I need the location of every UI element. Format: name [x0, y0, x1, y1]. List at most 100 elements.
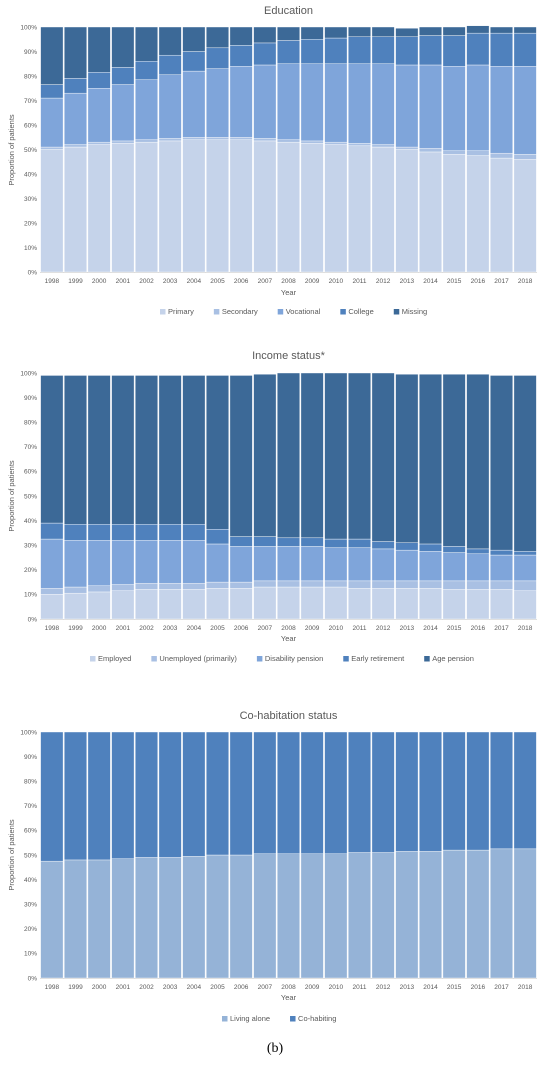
bar-early-retirement-2004 — [182, 524, 206, 541]
legend-label-disability-pension: Disability pension — [265, 654, 323, 663]
bar-primary-2003 — [158, 140, 182, 273]
bar-missing-2016 — [466, 25, 490, 34]
bar-primary-2008 — [277, 141, 300, 273]
bar-vocational-2016 — [466, 64, 490, 151]
bar-co-habiting-2008 — [277, 731, 300, 854]
bar-college-2017 — [490, 32, 513, 67]
bar-unemployed-primarily-2018 — [513, 580, 537, 591]
bar-employed-2006 — [229, 588, 253, 620]
bar-college-2001 — [111, 67, 135, 85]
bar-unemployed-primarily-2002 — [135, 583, 158, 590]
bar-co-habiting-2004 — [182, 731, 206, 857]
bar-living-alone-2002 — [135, 857, 158, 979]
legend-label-employed: Employed — [98, 654, 131, 663]
x-axis-label: Year — [281, 993, 297, 1002]
legend-swatch-unemployed-primarily — [151, 656, 157, 662]
y-tick-label: 70% — [24, 803, 37, 810]
x-tick-label: 2005 — [210, 984, 225, 991]
bar-primary-2002 — [135, 141, 158, 273]
y-tick-label: 90% — [24, 395, 37, 402]
panel-label: (b) — [266, 1041, 284, 1056]
bar-disability-pension-2003 — [158, 540, 182, 584]
bar-co-habiting-2000 — [87, 731, 111, 861]
x-tick-label: 2014 — [423, 278, 438, 285]
y-tick-label: 20% — [24, 220, 37, 227]
y-tick-label: 0% — [28, 975, 38, 982]
legend-label-primary: Primary — [168, 307, 194, 316]
bar-college-2004 — [182, 51, 206, 72]
bar-co-habiting-2014 — [419, 731, 442, 852]
x-tick-label: 2012 — [376, 278, 391, 285]
bar-secondary-2013 — [395, 146, 419, 150]
bar-missing-2015 — [442, 26, 466, 36]
y-tick-label: 90% — [24, 49, 37, 56]
x-tick-label: 2015 — [447, 625, 462, 632]
bar-vocational-2007 — [253, 64, 277, 139]
y-tick-label: 30% — [24, 543, 37, 550]
bar-unemployed-primarily-2017 — [490, 580, 513, 590]
bar-disability-pension-1998 — [40, 538, 64, 589]
legend-label-college: College — [348, 307, 373, 316]
bar-vocational-2017 — [490, 65, 513, 154]
bar-living-alone-2001 — [111, 858, 135, 979]
bar-college-2007 — [253, 42, 277, 66]
y-tick-label: 60% — [24, 828, 37, 835]
bar-primary-2014 — [419, 151, 442, 273]
bar-co-habiting-2003 — [158, 731, 182, 858]
bar-early-retirement-2006 — [229, 536, 253, 547]
bar-disability-pension-2016 — [466, 553, 490, 582]
bar-living-alone-2010 — [324, 853, 348, 979]
bar-primary-2009 — [300, 143, 324, 273]
bar-missing-2004 — [182, 26, 206, 52]
bar-early-retirement-2016 — [466, 548, 490, 555]
bar-college-2009 — [300, 39, 324, 64]
bar-vocational-1999 — [64, 92, 87, 145]
bar-unemployed-primarily-2015 — [442, 580, 466, 590]
bar-missing-2012 — [371, 26, 395, 38]
bar-employed-2002 — [135, 589, 158, 620]
x-tick-label: 2010 — [329, 278, 344, 285]
x-tick-label: 2017 — [494, 278, 509, 285]
bar-age-pension-2014 — [419, 374, 442, 545]
bar-vocational-2011 — [348, 63, 371, 144]
bar-co-habiting-1999 — [64, 731, 87, 861]
bar-vocational-2004 — [182, 70, 206, 138]
bar-disability-pension-2002 — [135, 540, 158, 584]
x-tick-label: 2012 — [376, 625, 391, 632]
bar-disability-pension-2009 — [300, 546, 324, 582]
bar-missing-2008 — [277, 26, 300, 41]
bar-age-pension-2012 — [371, 372, 395, 542]
bar-vocational-2006 — [229, 65, 253, 138]
legend-swatch-primary — [160, 309, 166, 315]
x-tick-label: 2014 — [423, 984, 438, 991]
x-tick-label: 2015 — [447, 278, 462, 285]
bar-unemployed-primarily-2009 — [300, 580, 324, 588]
bar-disability-pension-2015 — [442, 552, 466, 582]
bar-employed-2012 — [371, 588, 395, 620]
bar-secondary-2010 — [324, 141, 348, 145]
bar-age-pension-1999 — [64, 375, 87, 525]
bar-missing-2017 — [490, 26, 513, 34]
bar-vocational-1998 — [40, 97, 64, 148]
x-tick-label: 2004 — [187, 625, 202, 632]
bar-age-pension-2015 — [442, 374, 466, 547]
bar-co-habiting-1998 — [40, 731, 64, 862]
bar-secondary-2009 — [300, 140, 324, 144]
bar-living-alone-2011 — [348, 852, 371, 979]
bar-disability-pension-2001 — [111, 540, 135, 585]
x-tick-label: 2006 — [234, 278, 249, 285]
chart-title: Income status* — [252, 350, 325, 362]
bar-secondary-2004 — [182, 137, 206, 140]
bar-co-habiting-2007 — [253, 731, 277, 854]
bar-co-habiting-2005 — [206, 731, 229, 856]
y-axis-label: Proportion of patients — [7, 114, 16, 186]
bar-unemployed-primarily-2001 — [111, 584, 135, 591]
bar-secondary-2014 — [419, 148, 442, 153]
y-tick-label: 60% — [24, 122, 37, 129]
bar-age-pension-2011 — [348, 372, 371, 540]
bar-living-alone-1998 — [40, 860, 64, 979]
x-tick-label: 1998 — [45, 984, 60, 991]
x-tick-label: 2004 — [187, 984, 202, 991]
x-tick-label: 2007 — [258, 625, 273, 632]
bar-unemployed-primarily-2011 — [348, 580, 371, 589]
